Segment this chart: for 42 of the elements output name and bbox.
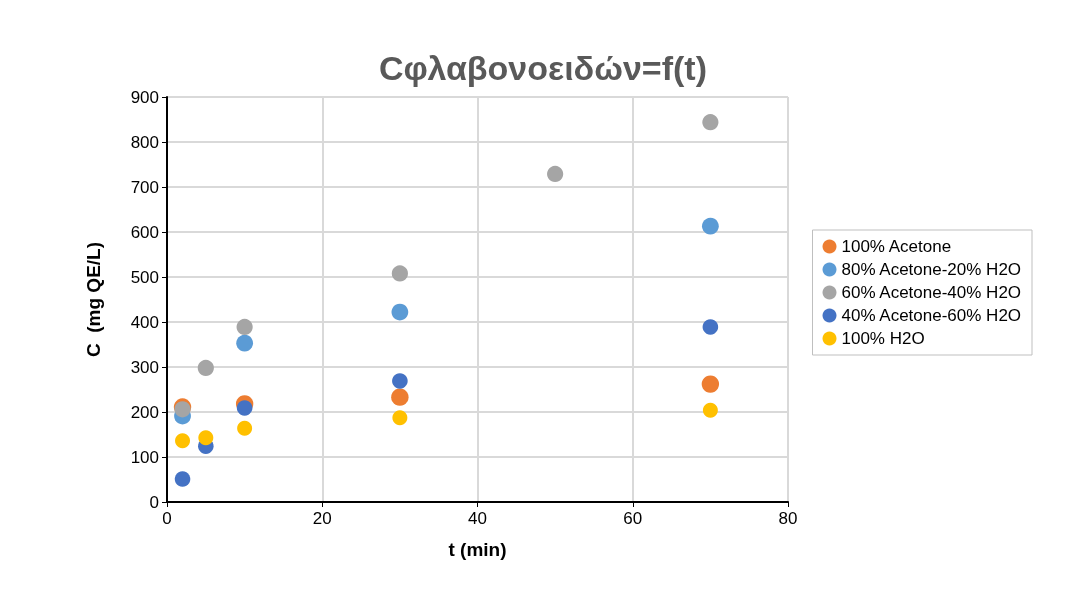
point xyxy=(174,471,191,487)
legend-label: 100% H2O xyxy=(841,329,925,348)
point xyxy=(391,265,408,282)
y-tick-label: 500 xyxy=(130,267,159,287)
point xyxy=(198,430,214,446)
point xyxy=(391,303,409,321)
point xyxy=(237,420,253,436)
point xyxy=(197,359,214,376)
y-tick-label: 400 xyxy=(130,312,159,332)
point xyxy=(392,410,408,426)
legend-label: 40% Acetone-60% H2O xyxy=(841,306,1022,325)
point xyxy=(392,373,408,389)
x-tick-label: 60 xyxy=(623,509,643,528)
x-tick-label: 80 xyxy=(778,509,798,528)
y-tick-label: 700 xyxy=(130,177,159,197)
y-tick-label: 200 xyxy=(130,402,159,422)
y-tick-label: 300 xyxy=(130,357,159,377)
point xyxy=(547,165,564,183)
point xyxy=(701,375,720,393)
y-tick-label: 600 xyxy=(130,222,159,242)
y-tick-label: 800 xyxy=(130,132,159,152)
point xyxy=(391,388,409,406)
y-tick-label: 0 xyxy=(149,492,159,512)
x-axis-title: t (min) xyxy=(448,539,507,560)
point xyxy=(702,402,718,418)
legend-label: 80% Acetone-20% H2O xyxy=(841,260,1022,279)
chart-title: Cφλαβονοειδών=f(t) xyxy=(378,49,708,87)
point xyxy=(702,114,719,131)
point xyxy=(702,319,719,335)
point xyxy=(701,217,719,235)
legend-label: 100% Acetone xyxy=(841,237,952,256)
x-tick-label: 0 xyxy=(162,509,172,528)
legend-label: 60% Acetone-40% H2O xyxy=(841,283,1022,302)
y-tick-label: 900 xyxy=(130,87,159,107)
point xyxy=(236,400,253,416)
x-tick-label: 40 xyxy=(468,509,487,528)
point xyxy=(236,318,253,336)
x-tick-label: 20 xyxy=(312,509,332,528)
point xyxy=(175,433,191,449)
point xyxy=(236,334,254,352)
y-tick-label: 100 xyxy=(130,447,159,467)
y-axis-title: C (mg QE/L) xyxy=(83,241,104,358)
